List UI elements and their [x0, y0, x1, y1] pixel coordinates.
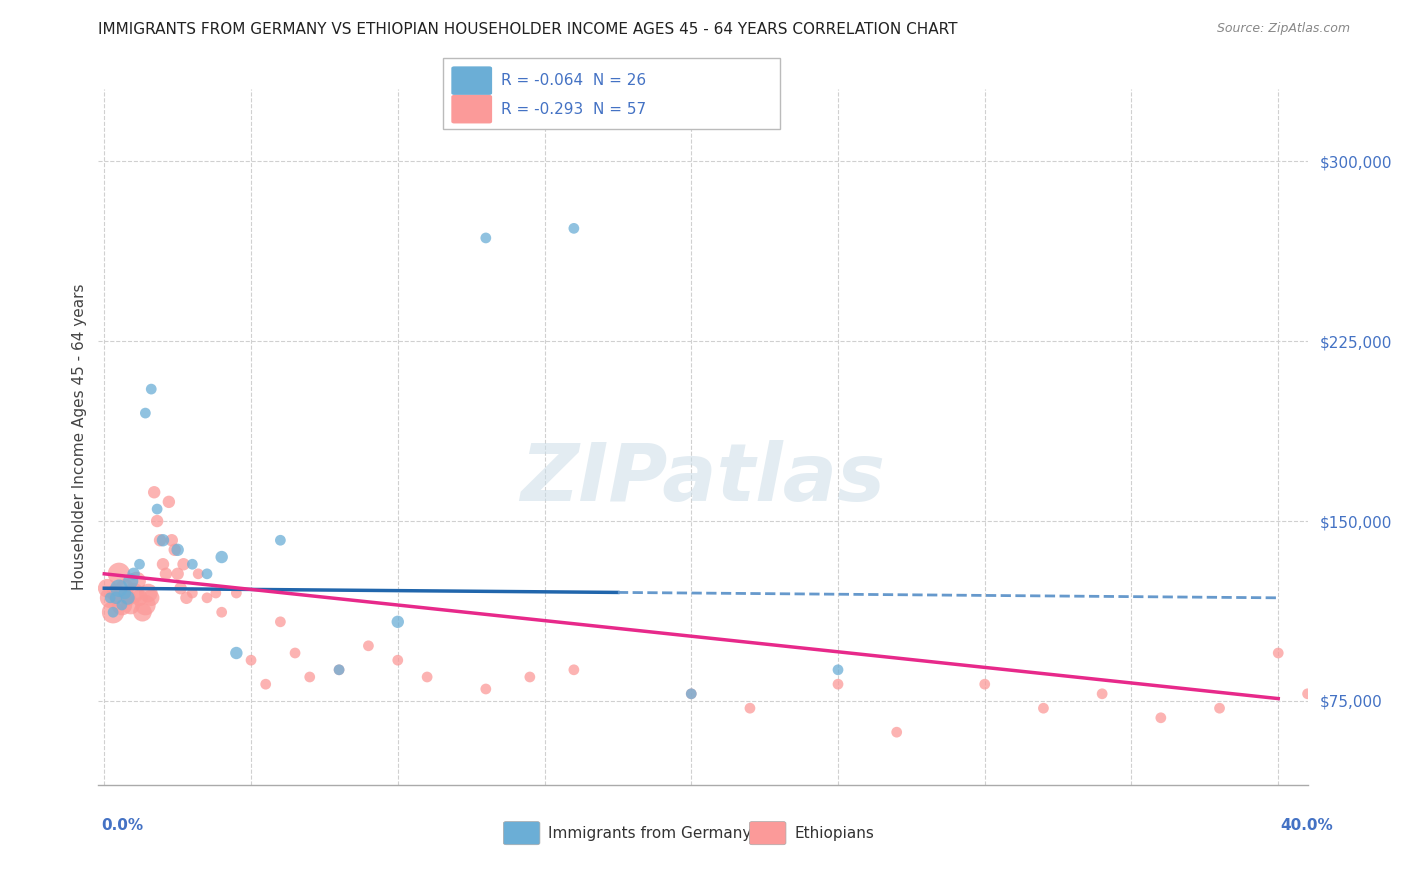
- Point: [187, 566, 209, 581]
- Point: [1208, 701, 1230, 715]
- Point: [738, 701, 761, 715]
- Point: [157, 495, 180, 509]
- Point: [416, 670, 439, 684]
- Point: [122, 586, 145, 600]
- Text: Immigrants from Germany: Immigrants from Germany: [548, 826, 752, 840]
- Point: [195, 566, 218, 581]
- Point: [973, 677, 995, 691]
- Point: [475, 681, 498, 696]
- Point: [681, 687, 703, 701]
- Point: [211, 549, 233, 564]
- Point: [101, 605, 124, 619]
- Point: [96, 581, 118, 595]
- Point: [143, 485, 166, 500]
- Point: [131, 605, 153, 619]
- Point: [117, 591, 139, 605]
- Point: [108, 581, 131, 595]
- Point: [298, 670, 321, 684]
- Point: [146, 514, 169, 528]
- Point: [149, 533, 172, 548]
- Point: [134, 598, 156, 612]
- Point: [195, 591, 218, 605]
- Point: [1032, 701, 1054, 715]
- Point: [120, 598, 142, 612]
- Y-axis label: Householder Income Ages 45 - 64 years: Householder Income Ages 45 - 64 years: [72, 284, 87, 591]
- Point: [328, 663, 350, 677]
- Point: [160, 533, 183, 548]
- Point: [240, 653, 263, 667]
- Point: [155, 566, 177, 581]
- Point: [1267, 646, 1289, 660]
- Point: [475, 231, 498, 245]
- Point: [152, 558, 174, 572]
- Point: [98, 591, 121, 605]
- Point: [152, 533, 174, 548]
- Point: [128, 558, 150, 572]
- Text: ZIPatlas: ZIPatlas: [520, 440, 886, 518]
- Point: [120, 574, 142, 588]
- Point: [173, 558, 195, 572]
- Point: [225, 586, 247, 600]
- Point: [146, 502, 169, 516]
- Point: [387, 615, 409, 629]
- Text: Source: ZipAtlas.com: Source: ZipAtlas.com: [1216, 22, 1350, 36]
- Text: Ethiopians: Ethiopians: [794, 826, 875, 840]
- Point: [134, 406, 156, 420]
- Point: [269, 615, 291, 629]
- Point: [204, 586, 226, 600]
- Point: [519, 670, 541, 684]
- Point: [122, 566, 145, 581]
- Text: R = -0.293  N = 57: R = -0.293 N = 57: [501, 102, 645, 117]
- Text: 40.0%: 40.0%: [1279, 818, 1333, 832]
- Point: [827, 677, 849, 691]
- Point: [98, 591, 121, 605]
- Point: [827, 663, 849, 677]
- Point: [387, 653, 409, 667]
- Point: [141, 591, 163, 605]
- Point: [166, 566, 188, 581]
- Point: [211, 605, 233, 619]
- Point: [1296, 687, 1319, 701]
- Point: [166, 542, 188, 557]
- Point: [1091, 687, 1114, 701]
- Point: [1150, 711, 1173, 725]
- Point: [105, 591, 128, 605]
- Text: 0.0%: 0.0%: [101, 818, 143, 832]
- Point: [114, 581, 136, 595]
- Point: [141, 382, 163, 396]
- Point: [136, 586, 159, 600]
- Point: [254, 677, 277, 691]
- Point: [125, 574, 148, 588]
- Point: [101, 605, 124, 619]
- Point: [681, 687, 703, 701]
- Point: [562, 663, 585, 677]
- Point: [105, 586, 128, 600]
- Point: [284, 646, 307, 660]
- Point: [269, 533, 291, 548]
- Text: R = -0.064  N = 26: R = -0.064 N = 26: [501, 73, 645, 88]
- Point: [328, 663, 350, 677]
- Point: [117, 591, 139, 605]
- Point: [128, 591, 150, 605]
- Text: IMMIGRANTS FROM GERMANY VS ETHIOPIAN HOUSEHOLDER INCOME AGES 45 - 64 YEARS CORRE: IMMIGRANTS FROM GERMANY VS ETHIOPIAN HOU…: [98, 22, 957, 37]
- Point: [111, 598, 134, 612]
- Point: [111, 598, 134, 612]
- Point: [181, 558, 204, 572]
- Point: [225, 646, 247, 660]
- Point: [886, 725, 908, 739]
- Point: [181, 586, 204, 600]
- Point: [108, 566, 131, 581]
- Point: [562, 221, 585, 235]
- Point: [114, 586, 136, 600]
- Point: [176, 591, 198, 605]
- Point: [357, 639, 380, 653]
- Point: [169, 581, 191, 595]
- Point: [163, 542, 186, 557]
